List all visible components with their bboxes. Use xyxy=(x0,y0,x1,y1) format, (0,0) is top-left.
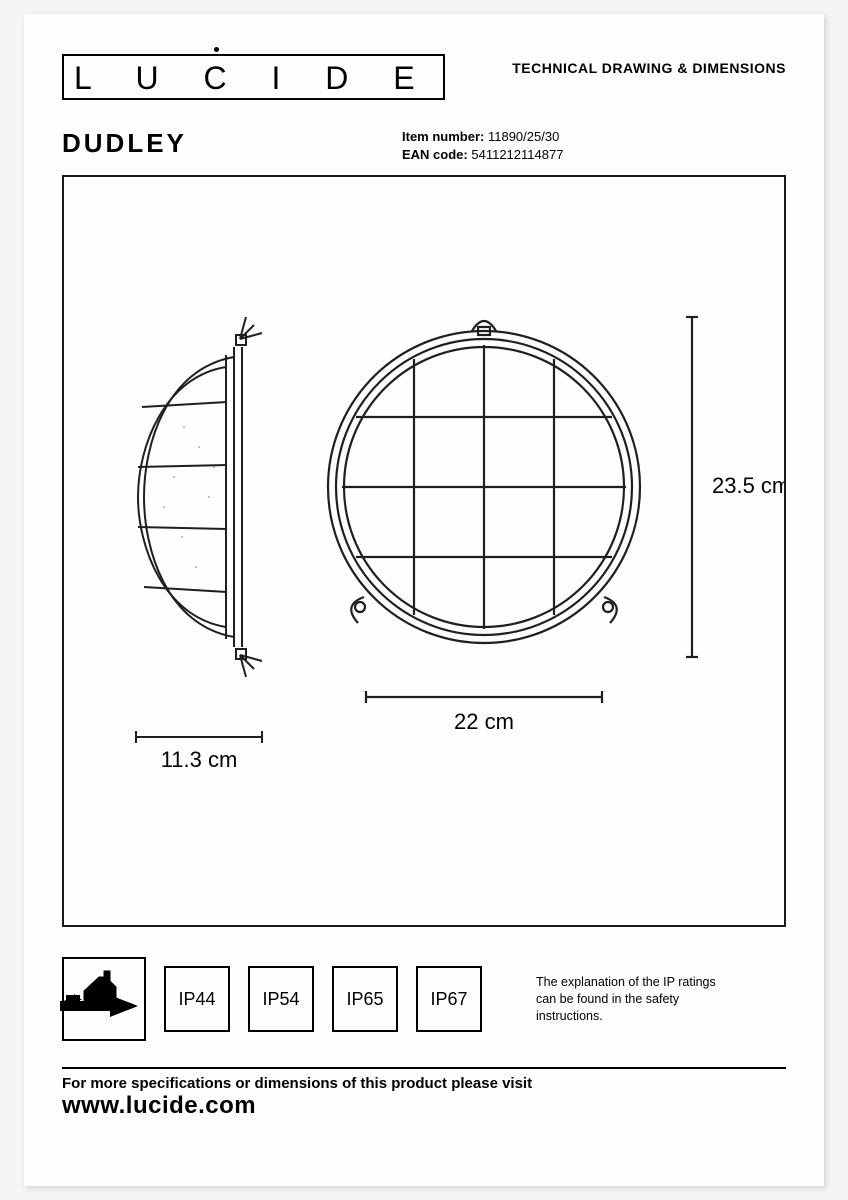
ip-explanation-note: The explanation of the IP ratings can be… xyxy=(536,974,716,1025)
item-number-label: Item number: xyxy=(402,129,484,144)
ip-rating-box: IP44 xyxy=(164,966,230,1032)
ean-label: EAN code: xyxy=(402,147,468,162)
depth-dimension: 11.3 cm xyxy=(161,747,238,772)
technical-drawing-svg: 11.3 cm xyxy=(64,177,784,925)
outdoor-house-icon xyxy=(62,957,146,1041)
header-title: TECHNICAL DRAWING & DIMENSIONS xyxy=(512,54,786,76)
subheader: DUDLEY Item number: 11890/25/30 EAN code… xyxy=(62,128,786,163)
brand-text: L U C I D E xyxy=(74,60,433,96)
page: L U C I D E TECHNICAL DRAWING & DIMENSIO… xyxy=(24,14,824,1186)
product-meta: Item number: 11890/25/30 EAN code: 54112… xyxy=(402,128,563,163)
ean-value: 5411212114877 xyxy=(471,147,563,162)
ip-rating-box: IP67 xyxy=(416,966,482,1032)
ip-rating-box: IP65 xyxy=(332,966,398,1032)
width-dimension: 22 cm xyxy=(454,709,514,734)
brand-logo: L U C I D E xyxy=(62,54,445,100)
footer-divider xyxy=(62,1067,786,1069)
ip-rating-box: IP54 xyxy=(248,966,314,1032)
height-dimension: 23.5 cm xyxy=(712,473,784,498)
product-name: DUDLEY xyxy=(62,128,402,159)
ip-rating-row: IP44 IP54 IP65 IP67 The explanation of t… xyxy=(62,957,786,1041)
drawing-area: 11.3 cm xyxy=(62,175,786,927)
footer-text: For more specifications or dimensions of… xyxy=(62,1075,786,1092)
footer-url: www.lucide.com xyxy=(62,1092,786,1120)
item-number-value: 11890/25/30 xyxy=(488,129,559,144)
header: L U C I D E TECHNICAL DRAWING & DIMENSIO… xyxy=(62,54,786,100)
